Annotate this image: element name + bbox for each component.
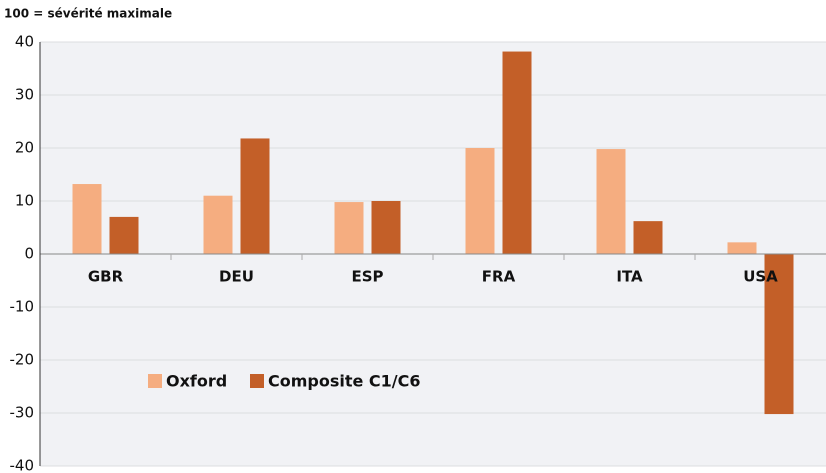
legend-swatch [250, 374, 264, 388]
y-tick-label: -40 [10, 457, 35, 473]
bar [371, 201, 401, 254]
bar [633, 221, 663, 254]
legend-label: Oxford [166, 372, 227, 391]
x-tick-label: ESP [351, 268, 383, 286]
chart-subtitle: 100 = sévérité maximale [4, 7, 172, 21]
bar [764, 254, 794, 415]
x-tick-label: FRA [482, 268, 516, 286]
bar [502, 51, 532, 254]
bar [109, 216, 139, 254]
x-tick-label: USA [743, 268, 778, 286]
x-tick-label: ITA [616, 268, 643, 286]
bar [465, 148, 495, 254]
y-tick-label: 10 [15, 192, 34, 210]
y-tick-label: -20 [10, 351, 35, 369]
bar [240, 138, 270, 254]
bar [334, 202, 364, 254]
x-tick-label: DEU [219, 268, 254, 286]
legend-swatch [148, 374, 162, 388]
bar [72, 184, 102, 254]
x-tick-label: GBR [88, 268, 124, 286]
y-tick-label: 40 [15, 33, 34, 51]
y-tick-label: 30 [15, 86, 34, 104]
y-tick-label: -10 [10, 298, 35, 316]
y-tick-label: 0 [24, 245, 34, 263]
legend-label: Composite C1/C6 [268, 372, 421, 391]
y-tick-label: 20 [15, 139, 34, 157]
bar [596, 149, 626, 254]
bar [203, 195, 233, 254]
bar [727, 242, 757, 254]
y-tick-label: -30 [10, 404, 35, 422]
